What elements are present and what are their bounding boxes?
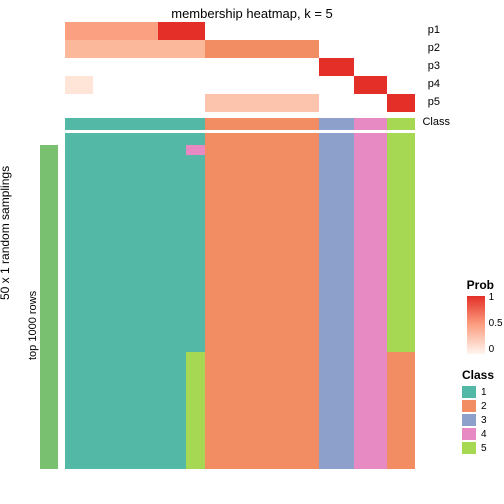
class-strip-bottom [65,133,415,145]
class-swatch [462,442,476,454]
legend-class-item: 1 [462,386,494,398]
row-label-p4: p4 [428,78,440,90]
heatmap-cell [387,145,415,352]
heatmap-column [186,145,205,469]
heatmap-column [319,145,354,469]
prob-segment [319,40,415,58]
class-swatch [462,386,476,398]
class-strip-segment [387,118,415,130]
row-label-p1: p1 [428,24,440,36]
y-axis-outer-label: 50 x 1 random samplings [0,166,12,300]
row-label-p2: p2 [428,42,440,54]
prob-segment [93,76,354,94]
prob-tick-1: 1 [489,292,495,303]
heatmap-column [205,145,319,469]
legend-prob-title: Prob [467,278,494,292]
heatmap-cell [205,145,319,469]
prob-segment [65,94,205,112]
prob-segment [354,76,387,94]
prob-gradient: 1 0.5 0 [467,296,485,354]
class-swatch-label: 2 [481,401,487,412]
class-swatch-label: 3 [481,415,487,426]
prob-segment [65,40,205,58]
class-strip-segment [205,118,319,130]
prob-segment [319,58,354,76]
side-column [40,145,58,469]
class-strip-segment [319,118,354,130]
prob-tick-05: 0.5 [489,318,503,329]
heatmap-cell [387,352,415,469]
prob-segment [65,22,158,40]
heatmap-cell [186,155,205,353]
class-swatch-label: 4 [481,429,487,440]
prob-row [65,40,415,58]
legend-prob: Prob 1 0.5 0 [467,278,494,354]
heatmap-cell [65,155,186,469]
prob-segment [387,76,415,94]
class-strip-segment [354,133,387,145]
y-axis-inner-label: top 1000 rows [27,291,39,360]
class-swatch-label: 1 [481,387,487,398]
prob-segment [205,40,319,58]
probability-rows [65,22,415,112]
prob-segment [65,58,319,76]
legend-class-item: 5 [462,442,494,454]
heatmap-cell [319,145,354,469]
prob-segment [205,22,415,40]
class-strip-segment [65,118,205,130]
prob-row [65,22,415,40]
class-swatch [462,414,476,426]
legend-class: Class 1 2 3 4 5 [462,368,494,456]
class-strip-segment [65,133,205,145]
legend-class-item: 4 [462,428,494,440]
class-strip-segment [387,133,415,145]
row-label-class: Class [422,116,450,128]
prob-segment [354,58,415,76]
heatmap-cell [65,145,186,155]
row-label-p3: p3 [428,60,440,72]
heatmap-cell [186,352,205,469]
class-strip-segment [205,133,319,145]
class-swatch [462,400,476,412]
prob-row [65,94,415,112]
page-title: membership heatmap, k = 5 [0,6,504,21]
prob-segment [65,76,93,94]
heatmap-column [354,145,387,469]
heatmap-column [65,145,186,469]
class-swatch-label: 5 [481,443,487,454]
class-swatch [462,428,476,440]
main-heatmap [65,145,415,469]
prob-row [65,58,415,76]
class-strip-top [65,118,415,130]
heatmap-cell [354,145,387,469]
prob-segment [205,94,319,112]
class-strip-segment [354,118,387,130]
prob-segment [158,22,205,40]
prob-segment [387,94,415,112]
prob-row [65,76,415,94]
heatmap-column [387,145,415,469]
row-label-p5: p5 [428,96,440,108]
legend-class-item: 2 [462,400,494,412]
heatmap-cell [186,145,205,155]
legend-class-title: Class [462,368,494,382]
legend-class-item: 3 [462,414,494,426]
class-strip-segment [319,133,354,145]
prob-segment [319,94,387,112]
prob-tick-0: 0 [489,344,495,355]
